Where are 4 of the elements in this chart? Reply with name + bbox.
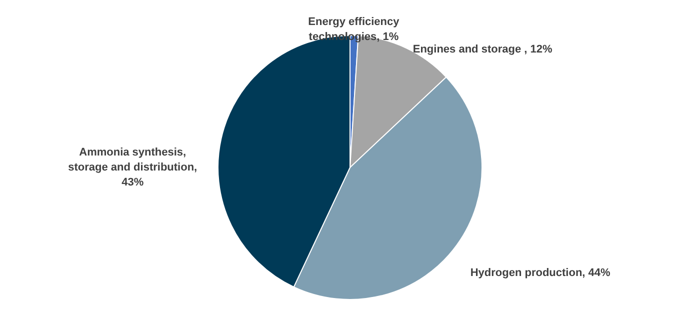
slice-label: Ammonia synthesis, storage and distribution, 43% bbox=[68, 146, 198, 188]
slice-label: Energy efficiency technologies, 1% bbox=[308, 16, 400, 44]
slice-label: Engines and storage , 12% bbox=[412, 43, 552, 56]
slice-label: Hydrogen production, 44% bbox=[470, 267, 611, 280]
